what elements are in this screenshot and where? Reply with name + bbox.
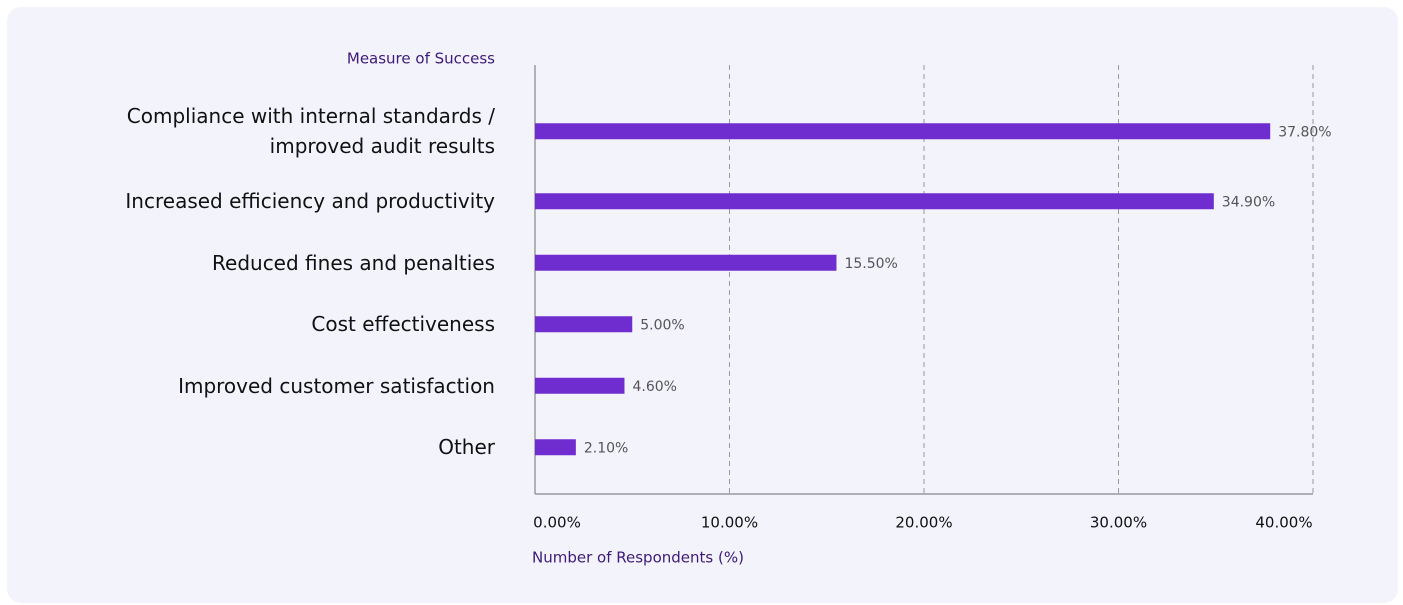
bar xyxy=(535,254,837,271)
value-label: 15.50% xyxy=(844,256,897,272)
y-tick-label: Compliance with internal standards / imp… xyxy=(126,104,495,159)
x-tick-label: 30.00% xyxy=(1090,514,1147,532)
x-tick-label: 0.00% xyxy=(533,514,581,532)
value-label: 37.80% xyxy=(1278,124,1331,140)
value-label: 34.90% xyxy=(1222,194,1275,210)
bar xyxy=(535,123,1271,140)
y-tick-label: Increased efficiency and productivity xyxy=(125,189,495,214)
x-tick-label: 20.00% xyxy=(895,514,952,532)
y-tick-label: Cost effectiveness xyxy=(311,312,495,337)
value-label: 2.10% xyxy=(584,440,628,456)
bar xyxy=(535,193,1214,210)
x-axis-title: Number of Respondents (%) xyxy=(532,549,744,567)
y-axis-title: Measure of Success xyxy=(347,50,495,68)
bar xyxy=(535,439,576,456)
y-tick-label: Reduced fines and penalties xyxy=(212,250,495,275)
value-label: 5.00% xyxy=(640,317,684,333)
y-tick-label: Other xyxy=(438,435,495,460)
x-tick-label: 40.00% xyxy=(1255,514,1312,532)
value-label: 4.60% xyxy=(632,379,676,395)
card xyxy=(7,7,1398,603)
bar xyxy=(535,377,625,394)
y-tick-label: Improved customer satisfaction xyxy=(178,373,495,398)
x-tick-label: 10.00% xyxy=(701,514,758,532)
bar xyxy=(535,316,633,333)
